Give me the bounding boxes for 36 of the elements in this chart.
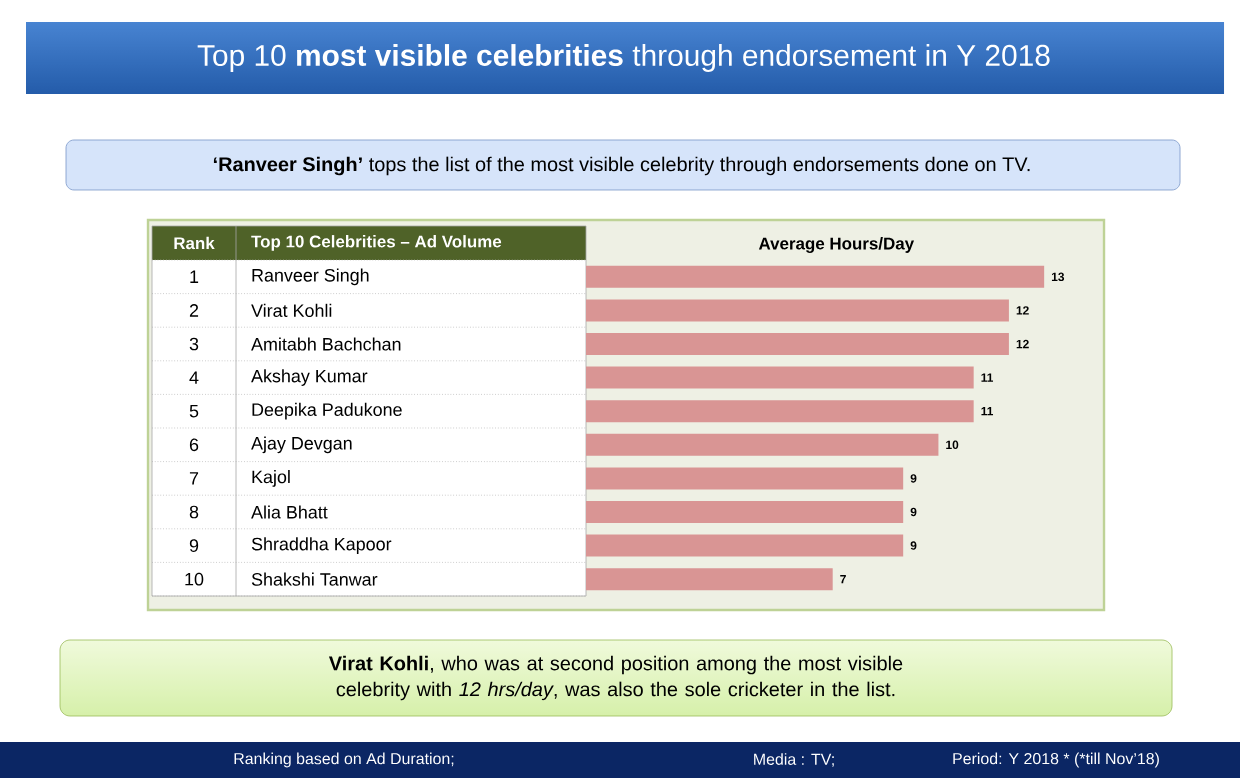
text: 10 — [185, 572, 204, 586]
bar — [586, 366, 974, 389]
text: 3 — [189, 337, 199, 351]
y-tick-label: Shakshi Tanwar — [251, 572, 378, 586]
text: 6 — [189, 438, 199, 452]
y-tick-label: Ajay Devgan — [251, 436, 352, 454]
y-tick-label: Deepika Padukone — [252, 402, 402, 420]
bar — [586, 400, 974, 423]
bar — [586, 568, 833, 591]
text: 7 — [189, 472, 199, 485]
text: 1 — [190, 270, 199, 283]
text: 2 — [189, 304, 199, 317]
y-tick-label: Kajol — [252, 470, 290, 487]
bar — [586, 333, 1009, 356]
x-axis-title: Average Hours/Day — [758, 237, 915, 253]
text: Virat Kohli, who was at second position among the most visible celebrity with 12 hrs/day, was also the sole cricketer in the list. — [328, 655, 903, 701]
bar — [586, 433, 939, 456]
y-tick-label: Alia Bhatt — [251, 505, 328, 519]
text: 8 — [189, 505, 199, 519]
bar — [586, 501, 904, 523]
chart-subtitle: ‘Ranveer Singh’ tops the list of the most visible celebrity through endorsements done on TV. — [213, 156, 1030, 176]
y-tick-label: Virat Kohli — [251, 303, 332, 317]
text: Top 10 Celebrities – Ad Volume — [251, 235, 502, 251]
text: 5 — [189, 404, 199, 418]
text: Rank — [174, 236, 215, 250]
y-tick-label: Akshay Kumar — [251, 369, 368, 386]
y-tick-label: Shraddha Kapoor — [251, 537, 392, 554]
bar — [586, 299, 1009, 322]
bar — [586, 534, 904, 557]
chart-title: Top 10 most visible celebrities through endorsement in Y 2018 — [197, 44, 1050, 72]
text: 9 — [189, 539, 199, 552]
text: 4 — [189, 371, 199, 384]
y-tick-label: Amitabh Bachchan — [251, 337, 401, 351]
bar — [586, 467, 904, 490]
y-tick-label: Ranveer Singh — [252, 268, 369, 286]
bar — [586, 265, 1045, 288]
